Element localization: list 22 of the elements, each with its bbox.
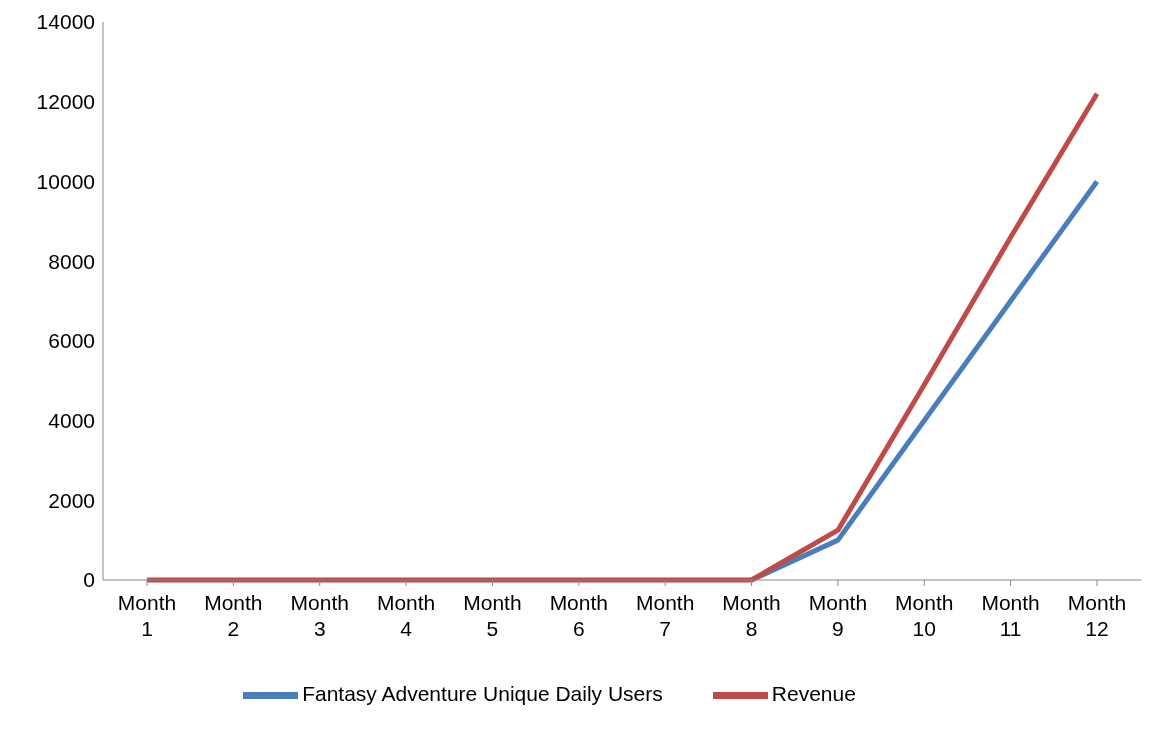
x-tick-label: Month 7 <box>635 591 695 640</box>
y-tick-label: 12000 <box>36 90 95 114</box>
x-tick-label: Month 11 <box>981 591 1040 640</box>
legend-label: Revenue <box>771 682 856 706</box>
y-tick-label: 10000 <box>36 169 95 193</box>
y-tick-label: 4000 <box>48 409 95 433</box>
x-tick-label: Month 8 <box>722 591 781 640</box>
x-tick-label: Month 2 <box>204 591 263 640</box>
y-tick-label: 0 <box>83 568 95 592</box>
legend-label: Fantasy Adventure Unique Daily Users <box>302 682 663 706</box>
x-tick-label: Month 12 <box>1067 591 1127 640</box>
x-tick-label: Month 4 <box>376 591 436 640</box>
y-tick-label: 2000 <box>48 488 95 512</box>
y-tick-label: 14000 <box>36 10 95 34</box>
x-tick-label: Month 9 <box>808 591 868 640</box>
y-tick-label: 6000 <box>48 329 95 353</box>
x-tick-label: Month 3 <box>290 591 349 640</box>
y-tick-label: 8000 <box>48 249 95 273</box>
x-tick-label: Month 1 <box>117 591 177 640</box>
x-tick-label: Month 5 <box>463 591 522 640</box>
x-tick-label: Month 10 <box>895 591 954 640</box>
x-tick-label: Month 6 <box>549 591 609 640</box>
